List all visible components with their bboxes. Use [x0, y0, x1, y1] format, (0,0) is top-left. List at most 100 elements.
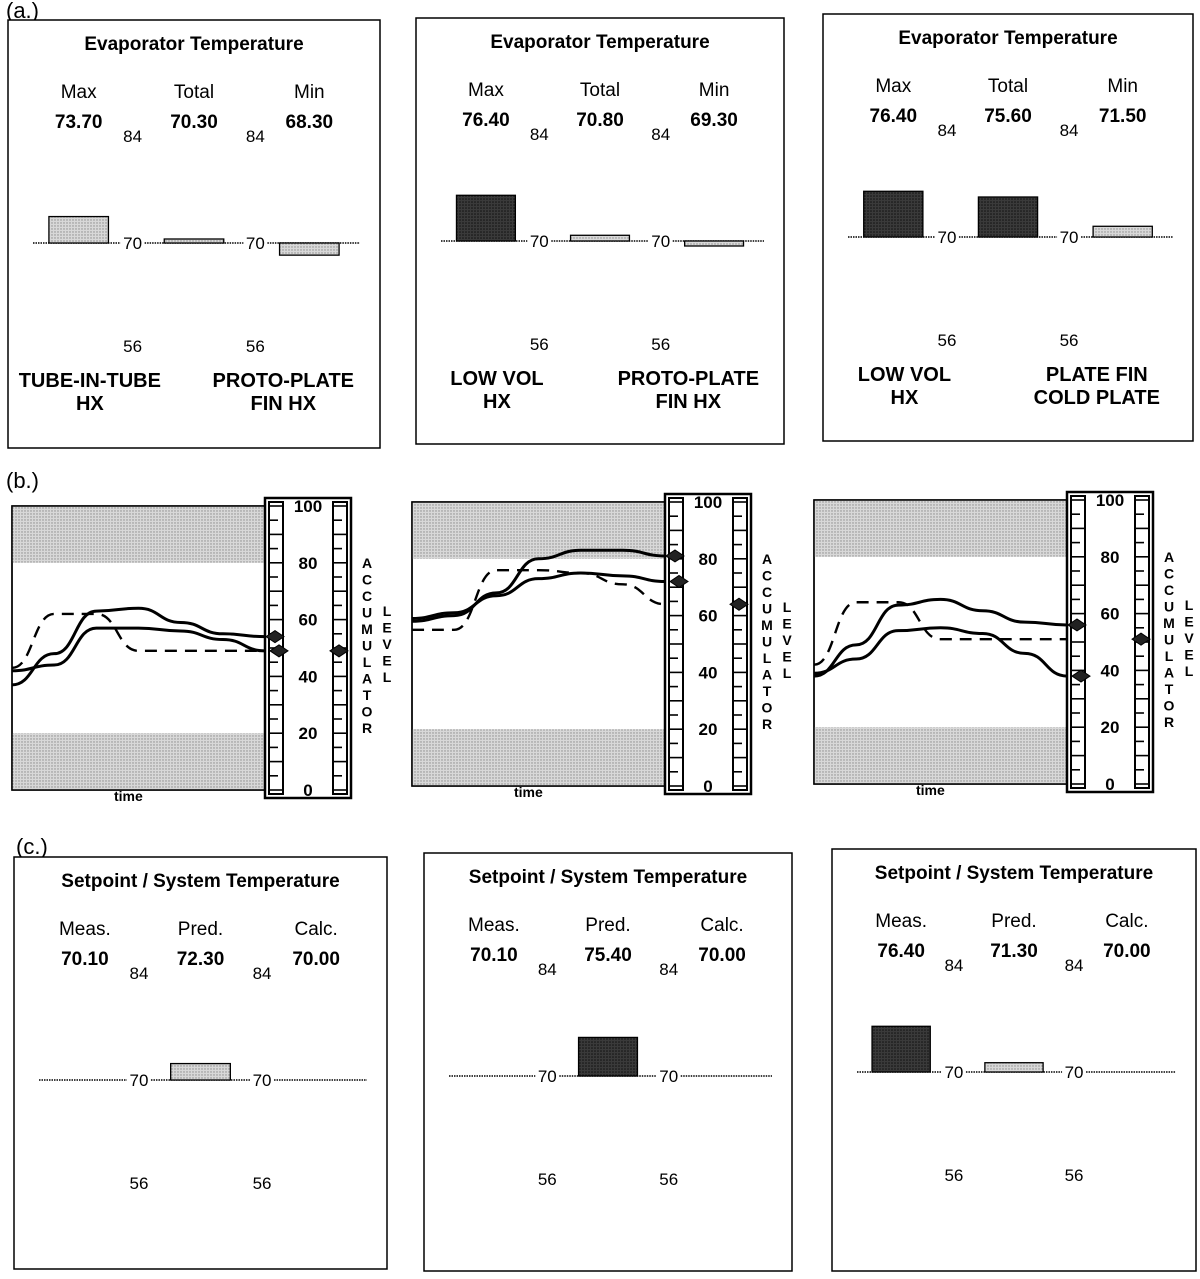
accumulator-letter: R	[362, 720, 372, 736]
value-readout: 75.60	[984, 106, 1032, 127]
gauge-tick-label: 100	[694, 493, 722, 512]
level-letter: E	[382, 620, 391, 636]
scale-mid-label: 70	[937, 228, 956, 247]
setpoint-panel-title: Setpoint / System Temperature	[61, 871, 339, 892]
deviation-bar	[278, 242, 340, 256]
x-axis-label: time	[114, 788, 143, 804]
level-marker	[269, 644, 289, 658]
component-label: PROTO-PLATE	[213, 370, 354, 392]
scale-top-label: 84	[530, 125, 549, 144]
value-readout: 70.10	[470, 945, 518, 966]
gauge-tick-label: 100	[1096, 491, 1124, 510]
component-label: COLD PLATE	[1034, 387, 1160, 409]
level-letter: E	[1184, 647, 1193, 663]
component-label: PROTO-PLATE	[618, 368, 759, 390]
accumulator-letter: M	[1163, 615, 1175, 631]
section-label-a: (a.)	[6, 0, 39, 23]
gauge-tick-label: 40	[1101, 661, 1120, 680]
scale-bottom-label: 56	[538, 1170, 557, 1189]
lower-band	[12, 733, 265, 790]
accumulator-letter: O	[1164, 698, 1175, 714]
accumulator-letter: L	[363, 654, 372, 670]
scale-mid-label: 70	[253, 1071, 272, 1090]
column-header: Max	[61, 82, 97, 103]
scale-bottom-label: 56	[1060, 331, 1079, 350]
component-label: HX	[483, 391, 511, 413]
gauge-tick-label: 20	[699, 720, 718, 739]
solid-series-line	[11, 626, 266, 673]
value-readout: 73.70	[55, 112, 103, 133]
accumulator-letter: U	[762, 634, 772, 650]
deviation-bar	[683, 240, 745, 247]
gauge-tick-label: 0	[703, 777, 712, 796]
level-letter: L	[383, 669, 392, 685]
lower-band	[814, 727, 1067, 784]
value-readout: 70.80	[576, 110, 624, 131]
gauge-tick-label: 100	[294, 497, 322, 516]
deviation-bar	[170, 1062, 231, 1081]
level-marker	[669, 574, 689, 589]
column-header: Meas.	[875, 911, 927, 932]
scale-top-label: 84	[1060, 121, 1079, 140]
deviation-bar	[455, 194, 517, 242]
scale-top-label: 84	[253, 964, 272, 983]
scale-bottom-label: 56	[944, 1166, 963, 1185]
scale-mid-label: 70	[651, 232, 670, 251]
scale-top-label: 84	[944, 956, 963, 975]
column-header: Min	[699, 80, 730, 101]
accumulator-letter: A	[762, 551, 772, 567]
deviation-bar	[577, 1036, 639, 1077]
accumulator-letter: T	[1165, 681, 1174, 697]
value-readout: 71.50	[1099, 106, 1147, 127]
value-readout: 76.40	[462, 110, 510, 131]
scale-bottom-label: 56	[1065, 1166, 1084, 1185]
deviation-bar	[163, 238, 225, 244]
level-letter: L	[1185, 597, 1194, 613]
scale-top-label: 84	[659, 960, 678, 979]
column-header: Pred.	[585, 915, 630, 936]
gauge-tick-label: 20	[1101, 718, 1120, 737]
column-header: Meas.	[59, 919, 111, 940]
scale-bottom-label: 56	[246, 337, 265, 356]
scale-top-label: 84	[129, 964, 148, 983]
level-letter: L	[783, 599, 792, 615]
accumulator-letter: M	[761, 617, 773, 633]
accumulator-letter: O	[762, 700, 773, 716]
gauge-tick-label: 60	[299, 611, 318, 630]
column-header: Max	[468, 80, 504, 101]
accumulator-letter: L	[763, 650, 772, 666]
solid-series-line	[813, 597, 1068, 678]
section-label-b: (b.)	[6, 468, 39, 493]
accumulator-letter: A	[1164, 665, 1174, 681]
level-letter: L	[783, 665, 792, 681]
scale-bottom-label: 56	[937, 331, 956, 350]
solid-series-line	[11, 606, 266, 687]
column-header: Pred.	[991, 911, 1036, 932]
scale-top-label: 84	[1065, 956, 1084, 975]
level-letter: V	[782, 632, 792, 648]
dashed-series-line	[11, 612, 265, 670]
scale-bottom-label: 56	[659, 1170, 678, 1189]
column-header: Meas.	[468, 915, 520, 936]
scale-bottom-label: 56	[651, 335, 670, 354]
deviation-bar	[863, 190, 924, 238]
column-header: Total	[988, 76, 1028, 97]
value-readout: 70.00	[1103, 941, 1151, 962]
scale-top-label: 84	[937, 121, 956, 140]
component-label: TUBE-IN-TUBE	[19, 370, 161, 392]
component-label: HX	[891, 387, 919, 409]
level-letter: L	[383, 603, 392, 619]
accumulator-letter: R	[762, 716, 772, 732]
accumulator-letter: C	[1164, 566, 1174, 582]
level-marker	[1067, 618, 1087, 632]
gauge-tick-label: 0	[303, 781, 312, 800]
accumulator-letter: L	[1165, 648, 1174, 664]
accumulator-letter: U	[762, 601, 772, 617]
level-letter: E	[382, 653, 391, 669]
accumulator-letter: U	[362, 605, 372, 621]
accumulator-letter: U	[1164, 599, 1174, 615]
component-label: LOW VOL	[450, 368, 543, 390]
